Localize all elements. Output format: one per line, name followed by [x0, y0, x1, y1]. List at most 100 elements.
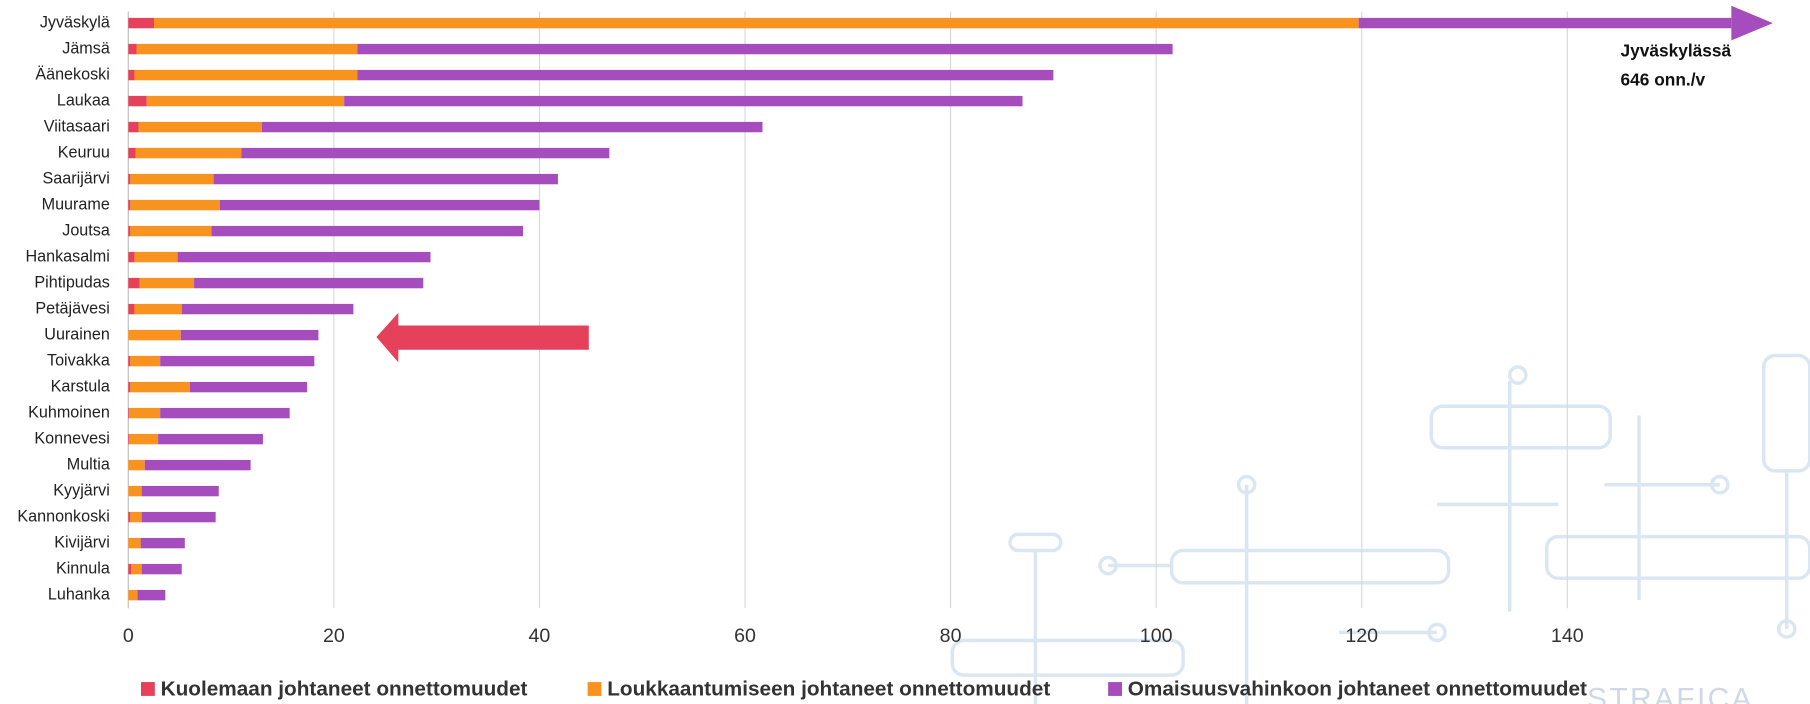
bar-segment — [160, 407, 290, 419]
bar-segment — [213, 173, 558, 185]
bar-segment — [181, 303, 354, 315]
bar-segment — [128, 303, 135, 315]
bar-segment — [153, 17, 1359, 29]
bar-segment — [194, 277, 424, 289]
bar-segment — [129, 407, 161, 419]
bar-segment — [128, 407, 130, 419]
bar-segment — [128, 95, 147, 107]
bar-segment — [189, 381, 308, 393]
y-tick-label: Kivijärvi — [54, 533, 110, 551]
bar-segment — [130, 381, 190, 393]
bar-segment — [128, 121, 139, 133]
y-tick-label: Jämsä — [62, 39, 110, 57]
y-tick-label: Jyväskylä — [40, 13, 110, 31]
y-tick-label: Kuhmoinen — [28, 403, 110, 421]
legend-swatch — [587, 682, 602, 696]
bar-segment — [141, 511, 216, 523]
bar-segment — [130, 511, 142, 523]
bar-segment — [130, 199, 220, 211]
bar-segment — [128, 589, 138, 601]
bar-segment — [261, 121, 763, 133]
legend-label: Kuolemaan johtaneet onnettomuudet — [161, 678, 528, 701]
y-tick-label: Pihtipudas — [34, 273, 109, 291]
bar-segment — [128, 277, 140, 289]
bar-segment — [1358, 17, 1732, 29]
bar-segment — [146, 95, 345, 107]
legend-swatch — [140, 682, 155, 696]
bar-segment — [128, 329, 181, 341]
y-tick-label: Luhanka — [48, 585, 110, 603]
bar-segment — [128, 251, 135, 263]
y-tick-label: Äänekoski — [35, 65, 109, 83]
bar-segment — [131, 563, 142, 575]
bar-segment — [128, 511, 131, 523]
bar-segment — [344, 95, 1023, 107]
legend-swatch — [1108, 682, 1122, 696]
watermark: STRAFICA — [1587, 682, 1754, 704]
bar-segment — [134, 69, 358, 81]
y-tick-label: Uurainen — [44, 325, 110, 343]
x-tick-label: 100 — [1140, 625, 1173, 647]
y-tick-label: Keuruu — [58, 143, 110, 161]
bar-segment — [144, 459, 251, 471]
x-tick-label: 120 — [1345, 625, 1378, 647]
bar-segment — [138, 121, 262, 133]
bar-segment — [158, 433, 263, 445]
x-tick-label: 20 — [323, 625, 345, 647]
bar-segment — [219, 199, 540, 211]
annotation: Jyväskylässä — [1621, 41, 1732, 61]
y-tick-label: Konnevesi — [34, 429, 109, 447]
bar-segment — [211, 225, 523, 237]
bar-segment — [128, 173, 131, 185]
bar-segment — [177, 251, 431, 263]
logo-decoration — [950, 353, 1810, 704]
y-tick-label: Multia — [67, 455, 110, 473]
x-tick-label: 80 — [940, 625, 962, 647]
bar-segment — [130, 173, 214, 185]
bar-segment — [134, 303, 182, 315]
bar-segment — [141, 485, 219, 497]
y-tick-label: Saarijärvi — [43, 169, 110, 187]
annotation: 646 onn./v — [1621, 69, 1706, 89]
y-tick-label: Kyyjärvi — [53, 481, 110, 499]
x-tick-label: 60 — [734, 625, 756, 647]
legend-label: Omaisuusvahinkoon johtaneet onnettomuude… — [1128, 678, 1587, 701]
x-tick-label: 40 — [529, 625, 551, 647]
bar-segment — [130, 225, 212, 237]
bar-segment — [140, 537, 185, 549]
bar-segment — [128, 537, 141, 549]
bar-segment — [357, 43, 1173, 55]
bar-segment — [180, 329, 319, 341]
bar-segment — [139, 277, 195, 289]
bar-segment — [128, 433, 130, 445]
y-tick-label: Viitasaari — [44, 117, 110, 135]
bar-segment — [128, 69, 135, 81]
y-tick-label: Kannonkoski — [17, 507, 109, 525]
x-tick-label: 0 — [123, 625, 134, 647]
bar-segment — [128, 225, 131, 237]
bar-segment — [357, 69, 1054, 81]
y-tick-label: Petäjävesi — [35, 299, 109, 317]
bar-segment — [128, 147, 136, 159]
pointer-arrow — [376, 312, 589, 363]
y-tick-label: Joutsa — [62, 221, 110, 239]
y-tick-label: Muurame — [42, 195, 110, 213]
bar-segment — [128, 199, 131, 211]
legend-label: Loukkaantumiseen johtaneet onnettomuudet — [607, 678, 1050, 701]
bar-segment — [134, 251, 178, 263]
bar-segment — [241, 147, 610, 159]
x-tick-label: 140 — [1551, 625, 1584, 647]
overflow-arrow — [1731, 5, 1773, 41]
y-tick-label: Toivakka — [47, 351, 110, 369]
bar-segment — [128, 43, 137, 55]
y-tick-label: Karstula — [51, 377, 110, 395]
bar-segment — [128, 355, 131, 367]
bar-segment — [135, 147, 242, 159]
y-tick-label: Hankasalmi — [25, 247, 109, 265]
bar-segment — [129, 433, 159, 445]
bar-segment — [160, 355, 315, 367]
plot-area: 0 20 40 60 80 100 120 140 Jyväskylä Jämsä Äänekosk… — [17, 5, 1773, 647]
bar-segment — [128, 563, 132, 575]
y-tick-label: Kinnula — [56, 559, 110, 577]
bar-segment — [128, 381, 131, 393]
